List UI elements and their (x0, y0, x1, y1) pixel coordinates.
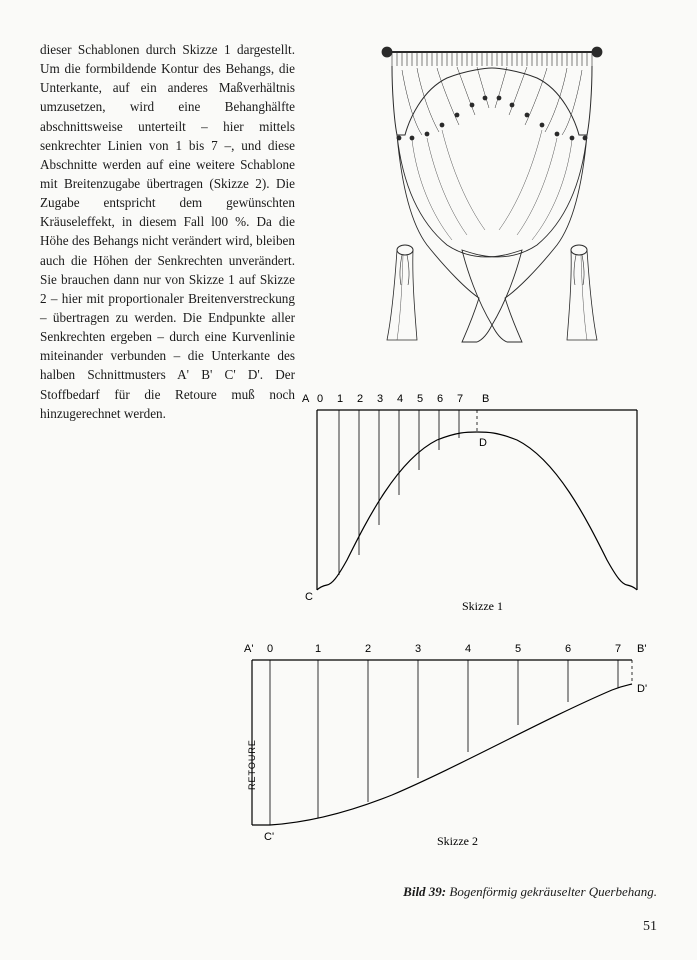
diagram-skizze-1: A 0 1 2 3 4 5 6 7 B (297, 390, 657, 625)
illustration-area (327, 40, 657, 380)
label-b-prime: B' (637, 643, 646, 655)
svg-text:5: 5 (417, 393, 423, 405)
figure-text: Bogenförmig gekräuselter Querbehang. (449, 884, 657, 899)
diagram1-caption: Skizze 1 (462, 599, 503, 613)
label-a-prime: A' (244, 643, 253, 655)
svg-text:2: 2 (357, 393, 363, 405)
svg-text:2: 2 (365, 643, 371, 655)
label-b: B (482, 393, 489, 405)
svg-text:1: 1 (315, 643, 321, 655)
page-number: 51 (643, 919, 657, 935)
diagram-skizze-2: A' 0 1 2 3 4 5 6 7 B' (242, 640, 662, 865)
label-a: A (302, 393, 310, 405)
svg-text:5: 5 (515, 643, 521, 655)
svg-text:4: 4 (397, 393, 403, 405)
svg-text:4: 4 (465, 643, 471, 655)
label-d-prime: D' (637, 683, 647, 695)
svg-text:3: 3 (377, 393, 383, 405)
svg-text:7: 7 (457, 393, 463, 405)
figure-number: Bild 39: (403, 884, 446, 899)
svg-text:3: 3 (415, 643, 421, 655)
label-c: C (305, 591, 313, 603)
retoure-label: RETOURE (247, 739, 257, 790)
body-text: dieser Schablonen durch Skizze 1 dargest… (40, 40, 295, 423)
label-c-prime: C' (264, 831, 274, 843)
svg-text:7: 7 (615, 643, 621, 655)
label-d: D (479, 437, 487, 449)
diagram2-caption: Skizze 2 (437, 834, 478, 848)
figure-caption: Bild 39: Bogenförmig gekräuselter Querbe… (403, 884, 657, 900)
svg-text:0: 0 (267, 643, 273, 655)
curtain-drawing (367, 40, 617, 350)
svg-text:1: 1 (337, 393, 343, 405)
svg-text:0: 0 (317, 393, 323, 405)
svg-text:6: 6 (565, 643, 571, 655)
svg-text:6: 6 (437, 393, 443, 405)
